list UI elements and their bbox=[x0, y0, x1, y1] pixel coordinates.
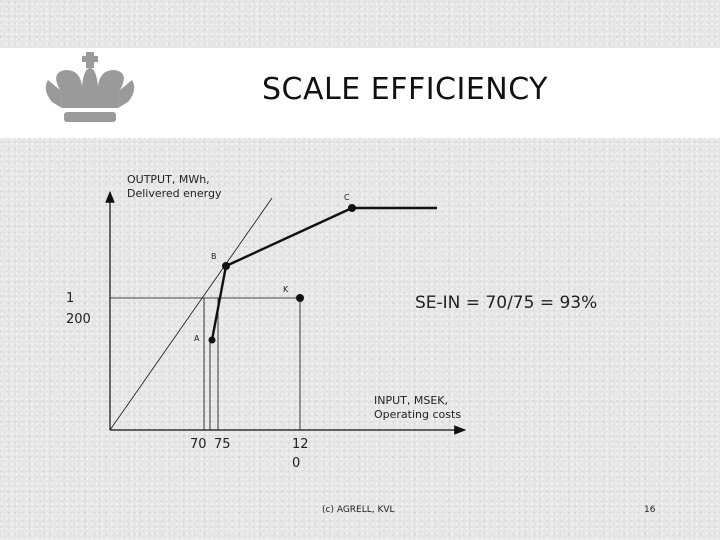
page-number: 16 bbox=[644, 505, 656, 515]
x-tick-label-120-line1: 12 bbox=[292, 437, 309, 452]
point-a-label: A bbox=[194, 334, 200, 343]
x-tick-label-75: 75 bbox=[214, 437, 231, 452]
point-b-label: B bbox=[211, 252, 217, 261]
point-a-marker bbox=[208, 336, 216, 344]
y-tick-label-line1: 1 bbox=[66, 291, 74, 306]
slide-title: SCALE EFFICIENCY bbox=[262, 72, 548, 107]
point-c-marker bbox=[348, 204, 356, 212]
point-k-label: K bbox=[283, 285, 289, 294]
vrs-frontier bbox=[210, 206, 437, 341]
scale-efficiency-formula: SE-IN = 70/75 = 93% bbox=[415, 293, 597, 313]
point-b-marker bbox=[222, 262, 230, 270]
x-axis-label-line2: Operating costs bbox=[374, 408, 461, 421]
y-tick-label-line2: 200 bbox=[66, 312, 91, 327]
x-tick-label-70: 70 bbox=[190, 437, 207, 452]
point-k-marker bbox=[296, 294, 304, 302]
point-c-label: C bbox=[344, 193, 350, 202]
x-axis-label-line1: INPUT, MSEK, bbox=[374, 394, 448, 407]
y-axis-label-line1: OUTPUT, MWh, bbox=[127, 173, 210, 186]
crs-ray bbox=[109, 197, 273, 431]
footer-credit: (c) AGRELL, KVL bbox=[322, 505, 395, 515]
y-axis-label-line2: Delivered energy bbox=[127, 187, 222, 200]
royal-crown-icon bbox=[45, 52, 135, 122]
x-tick-label-120-line2: 0 bbox=[292, 456, 300, 471]
